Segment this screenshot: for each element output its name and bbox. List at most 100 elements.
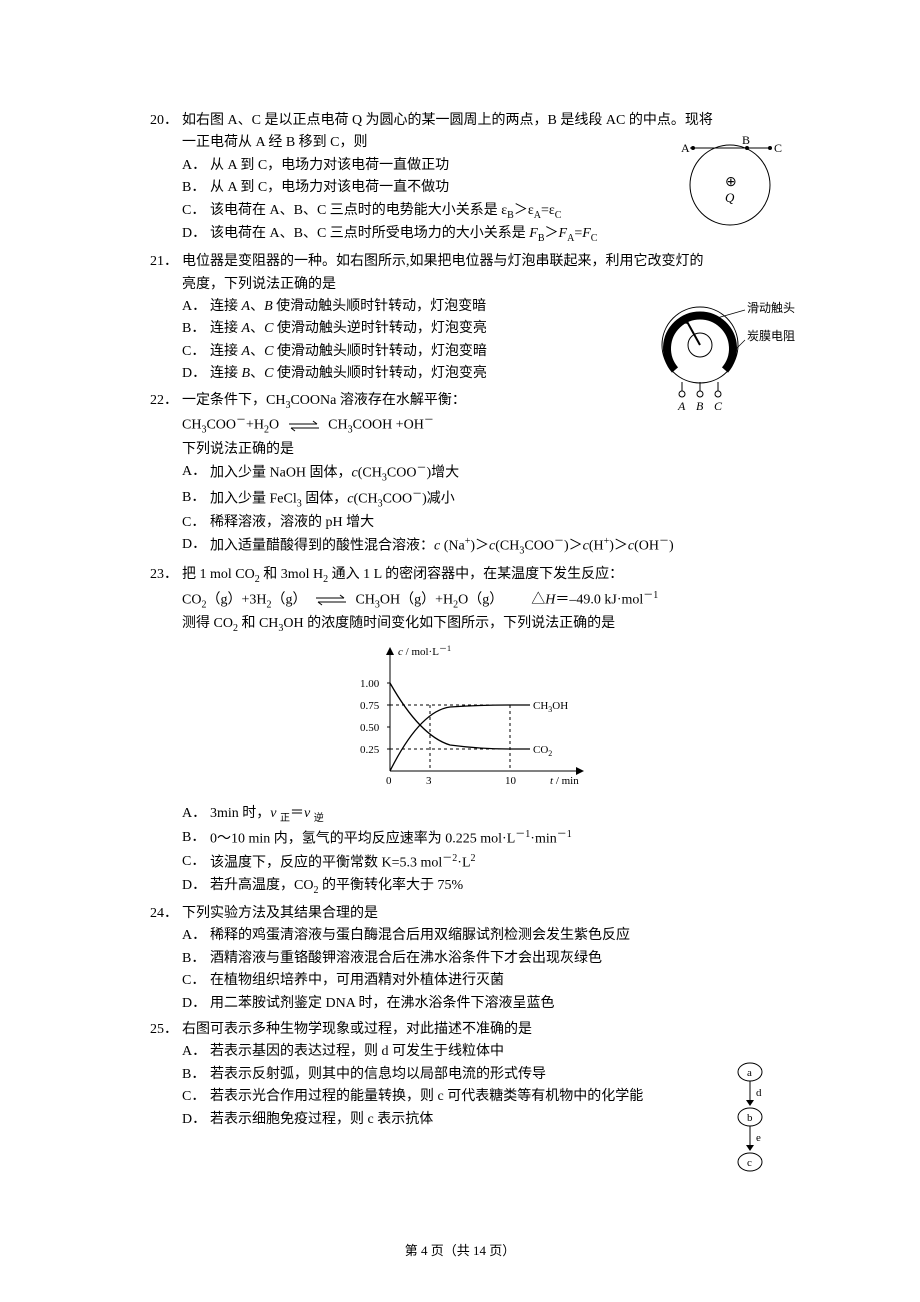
q21-body: 电位器是变阻器的一种。如右图所示,如果把电位器与灯泡串联起来，利用它改变灯的 bbox=[182, 251, 810, 273]
question-25: 25． 右图可表示多种生物学现象或过程，对此描述不准确的是 A．若表示基因的表达… bbox=[150, 1019, 810, 1131]
opt-text: 若升高温度，CO2 的平衡转化率大于 75% bbox=[210, 875, 810, 899]
q23-opt-c: C．该温度下，反应的平衡常数 K=5.3 mol－2·L2 bbox=[182, 851, 810, 875]
q21-number: 21． bbox=[150, 251, 182, 273]
opt-label: B． bbox=[182, 487, 210, 509]
opt-text: 稀释溶液，溶液的 pH 增大 bbox=[210, 512, 810, 534]
opt-label: A． bbox=[182, 1041, 210, 1063]
opt-label: D． bbox=[182, 534, 210, 556]
q24-opt-b: B．酒精溶液与重铬酸钾溶液混合后在沸水浴条件下才会出现灰绿色 bbox=[182, 948, 810, 970]
q23-number: 23． bbox=[150, 564, 182, 586]
opt-label: A． bbox=[182, 155, 210, 177]
q22-stem2: 下列说法正确的是 bbox=[150, 439, 810, 461]
node-b: b bbox=[747, 1112, 753, 1124]
opt-text: 0～10 min 内，氢气的平均反应速率为 0.225 mol·L－1·min－… bbox=[210, 827, 810, 851]
q20-figure-circle: A B C ⊕ Q bbox=[670, 130, 790, 230]
opt-label: D． bbox=[182, 875, 210, 897]
xtick: 10 bbox=[505, 775, 517, 787]
q20-number: 20． bbox=[150, 110, 182, 132]
q20-b-text: 从 A 到 C，电场力对该电荷一直不做功 bbox=[210, 180, 449, 195]
opt-text: 该温度下，反应的平衡常数 K=5.3 mol－2·L2 bbox=[210, 851, 810, 875]
q22-opt-c: C．稀释溶液，溶液的 pH 增大 bbox=[182, 512, 810, 534]
q25-opt-d: D．若表示细胞免疫过程，则 c 表示抗体 bbox=[182, 1109, 810, 1131]
ytick: 1.00 bbox=[360, 678, 380, 690]
opt-label: C． bbox=[182, 1086, 210, 1108]
page-footer: 第 4 页（共 14 页） bbox=[0, 1241, 920, 1262]
ylabel: c / mol·L－1 bbox=[398, 644, 451, 658]
opt-label: B． bbox=[182, 827, 210, 849]
q23-stem-line2: 测得 CO2 和 CH3OH 的浓度随时间变化如下图所示，下列说法正确的是 bbox=[150, 613, 810, 637]
q24-opt-a: A．稀释的鸡蛋清溶液与蛋白酶混合后用双缩脲试剂检测会发生紫色反应 bbox=[182, 925, 810, 947]
opt-label: A． bbox=[182, 461, 210, 483]
label-b: B bbox=[742, 133, 750, 147]
node-a: a bbox=[747, 1067, 752, 1079]
opt-label: D． bbox=[182, 993, 210, 1015]
ytick: 0.75 bbox=[360, 700, 380, 712]
opt-text: 酒精溶液与重铬酸钾溶液混合后在沸水浴条件下才会出现灰绿色 bbox=[210, 948, 810, 970]
question-22: 22． 一定条件下，CH3COONa 溶液存在水解平衡： CH3COO－+H2O… bbox=[150, 390, 810, 560]
q25-opt-c: C．若表示光合作用过程的能量转换，则 c 可代表糖类等有机物中的化学能 bbox=[182, 1086, 810, 1108]
opt-label: D． bbox=[182, 1109, 210, 1131]
opt-text: 稀释的鸡蛋清溶液与蛋白酶混合后用双缩脲试剂检测会发生紫色反应 bbox=[210, 925, 810, 947]
series-label: CO2 bbox=[533, 744, 552, 758]
label-carbon: 炭膜电阻 bbox=[747, 329, 795, 343]
opt-label: B． bbox=[182, 177, 210, 199]
q23-opt-a: A．3min 时，v 正＝v 逆 bbox=[182, 803, 810, 827]
q25-number: 25． bbox=[150, 1019, 182, 1041]
q24-options: A．稀释的鸡蛋清溶液与蛋白酶混合后用双缩脲试剂检测会发生紫色反应 B．酒精溶液与… bbox=[150, 925, 810, 1015]
q22-opt-d: D．加入适量醋酸得到的酸性混合溶液：c (Na+)＞c(CH3COO－)＞c(H… bbox=[182, 534, 810, 559]
q21-stem: 21． 电位器是变阻器的一种。如右图所示,如果把电位器与灯泡串联起来，利用它改变… bbox=[150, 251, 810, 273]
opt-text: 3min 时，v 正＝v 逆 bbox=[210, 803, 810, 827]
arrow-down-icon bbox=[746, 1100, 754, 1106]
opt-text: 用二苯胺试剂鉴定 DNA 时，在沸水浴条件下溶液呈蓝色 bbox=[210, 993, 810, 1015]
ytick: 0.50 bbox=[360, 722, 380, 734]
opt-text: 加入少量 FeCl3 固体，c(CH3COO－)减小 bbox=[210, 487, 810, 512]
q22-opt-a: A．加入少量 NaOH 固体，c(CH3COO－)增大 bbox=[182, 461, 810, 486]
q22-equation: CH3COO－+H2O CH3COOH +OH－ bbox=[150, 413, 810, 438]
opt-text: 加入适量醋酸得到的酸性混合溶液：c (Na+)＞c(CH3COO－)＞c(H+)… bbox=[210, 534, 810, 559]
q23-equation: CO2（g）+3H2（g） CH3OH（g）+H2O（g） △H＝–49.0 k… bbox=[150, 588, 810, 613]
q24-opt-d: D．用二苯胺试剂鉴定 DNA 时，在沸水浴条件下溶液呈蓝色 bbox=[182, 993, 810, 1015]
q23-stem: 23． 把 1 mol CO2 和 3mol H2 通入 1 L 的密闭容器中，… bbox=[150, 564, 810, 588]
opt-label: D． bbox=[182, 363, 210, 385]
q21-stem-line1: 电位器是变阻器的一种。如右图所示,如果把电位器与灯泡串联起来，利用它改变灯的 bbox=[182, 254, 704, 269]
page: 20． 如右图 A、C 是以正点电荷 Q 为圆心的某一圆周上的两点，B 是线段 … bbox=[0, 0, 920, 1302]
q23-opt-b: B．0～10 min 内，氢气的平均反应速率为 0.225 mol·L－1·mi… bbox=[182, 827, 810, 851]
q23-body: 把 1 mol CO2 和 3mol H2 通入 1 L 的密闭容器中，在某温度… bbox=[182, 564, 810, 588]
edge-e: e bbox=[756, 1132, 761, 1144]
q22-opt-b: B．加入少量 FeCl3 固体，c(CH3COO－)减小 bbox=[182, 487, 810, 512]
q20-a-text: 从 A 到 C，电场力对该电荷一直做正功 bbox=[210, 158, 449, 173]
opt-label: C． bbox=[182, 200, 210, 222]
q22-number: 22． bbox=[150, 390, 182, 412]
label-c: C bbox=[774, 141, 782, 155]
opt-label: D． bbox=[182, 223, 210, 245]
opt-label: B． bbox=[182, 1064, 210, 1086]
q25-options: A．若表示基因的表达过程，则 d 可发生于线粒体中 B．若表示反射弧，则其中的信… bbox=[150, 1041, 810, 1131]
question-23: 23． 把 1 mol CO2 和 3mol H2 通入 1 L 的密闭容器中，… bbox=[150, 564, 810, 899]
q23-options: A．3min 时，v 正＝v 逆 B．0～10 min 内，氢气的平均反应速率为… bbox=[150, 803, 810, 899]
equilibrium-arrow-icon bbox=[314, 594, 348, 606]
q25-body: 右图可表示多种生物学现象或过程，对此描述不准确的是 bbox=[182, 1019, 810, 1041]
opt-label: A． bbox=[182, 925, 210, 947]
node-c: c bbox=[747, 1157, 752, 1169]
q25-figure-flow: a d b e c bbox=[730, 1060, 770, 1190]
arrow-up-icon bbox=[386, 647, 394, 655]
xlabel: t / min bbox=[550, 775, 579, 787]
xtick: 0 bbox=[386, 775, 392, 787]
opt-label: B． bbox=[182, 948, 210, 970]
label-a: A bbox=[681, 141, 690, 155]
q22-body: 一定条件下，CH3COONa 溶液存在水解平衡： bbox=[182, 390, 810, 414]
q20-stem-line1: 如右图 A、C 是以正点电荷 Q 为圆心的某一圆周上的两点，B 是线段 AC 的… bbox=[182, 113, 713, 128]
equilibrium-arrow-icon bbox=[287, 420, 321, 432]
arrow-right-icon bbox=[576, 767, 584, 775]
opt-label: A． bbox=[182, 296, 210, 318]
ytick: 0.25 bbox=[360, 744, 380, 756]
q24-stem: 24． 下列实验方法及其结果合理的是 bbox=[150, 903, 810, 925]
q24-body: 下列实验方法及其结果合理的是 bbox=[182, 903, 810, 925]
opt-label: C． bbox=[182, 512, 210, 534]
opt-label: C． bbox=[182, 851, 210, 873]
q22-options: A．加入少量 NaOH 固体，c(CH3COO－)增大 B．加入少量 FeCl3… bbox=[150, 461, 810, 560]
edge-d: d bbox=[756, 1087, 762, 1099]
opt-text: 若表示细胞免疫过程，则 c 表示抗体 bbox=[210, 1109, 810, 1131]
q24-opt-c: C．在植物组织培养中，可用酒精对外植体进行灭菌 bbox=[182, 970, 810, 992]
q25-opt-b: B．若表示反射弧，则其中的信息均以局部电流的形式传导 bbox=[182, 1064, 810, 1086]
